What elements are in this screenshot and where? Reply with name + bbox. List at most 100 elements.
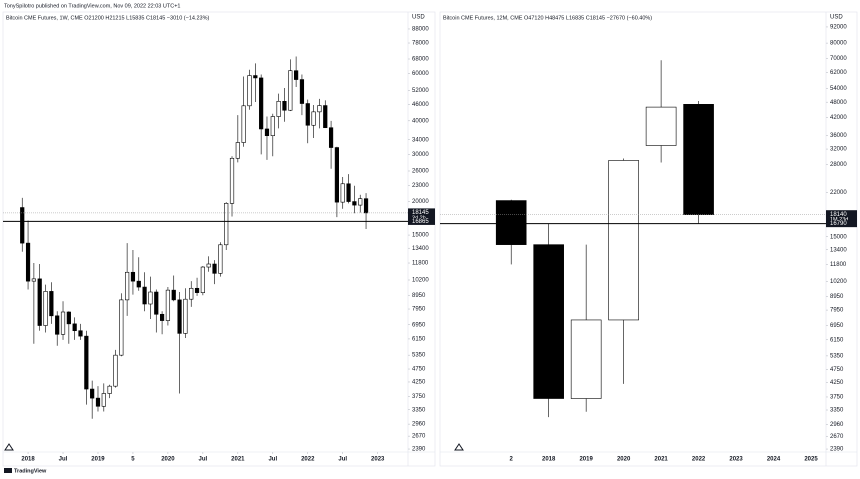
candle-body [328,127,334,148]
y-tick-label: 7950 [412,307,426,313]
candle-body [49,291,54,317]
candle-body [358,198,363,206]
x-tick-label: 2025 [804,457,818,463]
candle-body [276,100,281,117]
candle-body [299,79,305,104]
candle-body [683,104,714,215]
y-tick-label: 36000 [830,133,847,139]
candle-body [101,393,106,407]
x-tick-label: 2022 [301,457,315,463]
x-tick-label: 2021 [654,457,668,463]
y-tick-label: 8950 [830,294,844,300]
y-tick-label: 54000 [830,86,847,92]
candle-body [142,286,147,305]
y-tick-label: 88000 [412,27,429,33]
y-tick-label: 2670 [412,434,426,440]
y-tick-label: 13400 [412,246,429,252]
candle-body [645,106,677,146]
y-tick-label: 28000 [830,162,847,168]
y-tick-label: 2960 [830,422,844,428]
candle-body [60,311,66,335]
x-tick-label: Jul [59,457,68,463]
x-tick-label: 2021 [231,457,245,463]
candle-body [495,200,527,245]
y-tick-label: 13400 [830,247,847,253]
tv-logo-left [4,443,14,451]
y-tick-label: 4250 [412,380,426,386]
candle-body [323,105,328,129]
x-tick-label: 2018 [21,457,35,463]
candle-body [165,289,171,321]
candle-body [224,203,229,246]
y-tick-label: 10200 [412,278,429,284]
tv-logo-right [454,443,464,451]
y-tick-label: 30000 [412,152,429,158]
y-tick-label: 7950 [830,308,844,314]
last-price-label: 18140 [830,212,847,218]
candle-body [194,287,200,293]
x-tick-label: Jul [268,457,277,463]
candle-body [294,70,299,80]
candle-body [346,183,351,202]
x-tick-label: 2019 [579,457,593,463]
candle-body [212,263,217,274]
x-tick-label: 2019 [91,457,105,463]
y-tick-label: 3750 [830,395,844,401]
y-tick-label: 52000 [412,88,429,94]
y-tick-label: 42000 [830,115,847,121]
candle-body [352,201,357,206]
y-tick-label: 8950 [412,293,426,299]
y-tick-label: 2960 [412,422,426,428]
y-tick-label: 5350 [830,353,844,359]
candle-body [200,266,205,293]
currency: USD [412,15,425,21]
last-price-label: 18145 [412,210,429,216]
y-tick-label: 4750 [830,367,844,373]
candle-body [264,128,270,137]
y-tick-label: 11800 [830,262,847,268]
chart-title: Bitcoin CME Futures, 12M, CME O47120 H48… [443,15,652,21]
candle-body [259,77,264,130]
y-tick-label: 4250 [830,380,844,386]
candle-body [270,116,275,137]
y-tick-label: 2670 [830,434,844,440]
candle-body [305,103,310,126]
candle-body [282,100,287,111]
y-tick-label: 6150 [412,337,426,343]
x-tick-label: Jul [338,457,347,463]
hline-label: 16865 [412,219,429,225]
hline-label: 16790 [830,221,847,227]
candle-body [130,271,136,282]
right-panel [439,11,858,467]
y-tick-label: 6150 [830,337,844,343]
header: TonySpilotro published on TradingView.co… [4,3,180,9]
candle-body [154,291,159,315]
x-tick-label: 5 [131,457,135,463]
y-tick-label: 22000 [830,190,847,196]
candle-body [90,388,95,399]
y-tick-label: 70000 [830,56,847,62]
last-price-box [408,208,435,220]
currency: USD [830,15,843,21]
y-tick-label: 46000 [412,102,429,108]
y-tick-label: 3350 [830,408,844,414]
candle-body [253,75,258,79]
candle-body [608,160,639,321]
candle-body [189,287,194,300]
y-tick-label: 80000 [830,41,847,47]
candle-body [183,298,188,334]
chart-title: Bitcoin CME Futures, 1W, CME O21200 H212… [6,15,209,21]
candle-body [66,311,71,325]
candle-body [136,280,141,288]
y-tick-label: 23000 [412,183,429,189]
candle-body [317,105,322,113]
candle-body [107,385,112,394]
candle-body [159,313,165,321]
x-tick-label: 2020 [161,457,175,463]
last-price-box [826,210,857,222]
candle-body [43,291,48,326]
hline-box [408,217,435,225]
y-tick-label: 4750 [412,367,426,373]
x-tick-label: 2024 [767,457,781,463]
y-tick-label: 3350 [412,407,426,413]
